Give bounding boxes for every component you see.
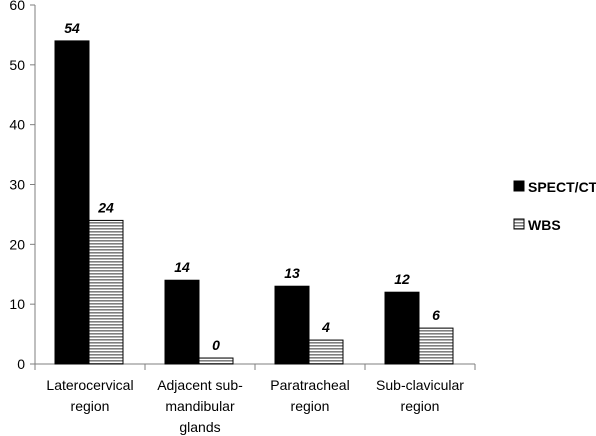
y-tick-label: 40 (9, 117, 25, 133)
y-tick-label: 50 (9, 57, 25, 73)
data-label: 54 (64, 20, 80, 36)
y-tick-label: 20 (9, 236, 25, 252)
x-category-label: Adjacent sub-mandibular glands (157, 377, 243, 435)
data-label: 4 (321, 319, 330, 335)
bar-wbs (308, 339, 344, 365)
bar-spect-ct (54, 40, 90, 365)
bar-spect-ct (274, 285, 310, 365)
y-tick-label: 30 (9, 177, 25, 193)
data-labels: 54 14 13 12 24 0 4 6 (64, 20, 440, 353)
y-tick-label: 10 (9, 296, 25, 312)
legend: SPECT/CT WBS (513, 179, 596, 233)
data-label: 12 (394, 271, 410, 287)
legend-label: WBS (528, 217, 561, 233)
data-label: 24 (97, 199, 114, 215)
legend-swatch (513, 180, 525, 192)
y-tick-label: 60 (9, 0, 25, 13)
legend-label: SPECT/CT (528, 179, 596, 195)
data-label: 6 (432, 307, 440, 323)
bar-spect-ct (164, 279, 200, 365)
bar-wbs (418, 327, 454, 365)
bars (54, 40, 454, 365)
bar-wbs (88, 219, 124, 365)
data-label: 14 (174, 259, 190, 275)
legend-swatch (513, 218, 525, 230)
x-category-label: Laterocervical region (46, 377, 133, 414)
x-category-label: Paratracheal region (270, 377, 349, 414)
y-tick-label: 0 (17, 356, 25, 372)
data-label: 13 (284, 265, 300, 281)
bar-spect-ct (384, 291, 420, 365)
bar-wbs (198, 357, 234, 365)
data-label: 0 (212, 337, 220, 353)
x-category-label: Sub-clavicular region (376, 377, 464, 414)
